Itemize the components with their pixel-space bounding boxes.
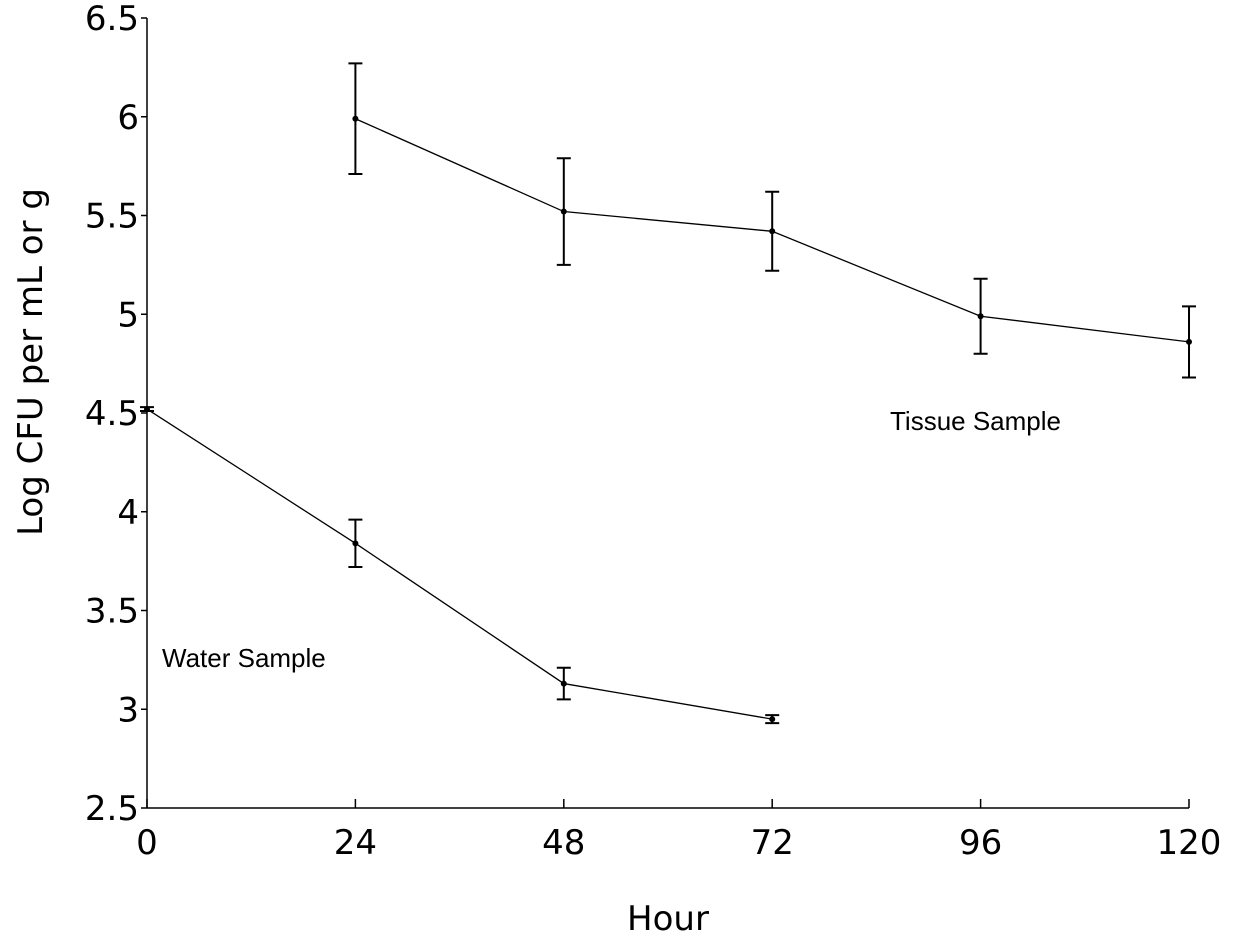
y-tick-label: 2.5 xyxy=(85,789,139,829)
y-tick-label: 5.5 xyxy=(85,197,139,237)
series-annotation: Water Sample xyxy=(162,643,326,673)
series-annotation: Tissue Sample xyxy=(890,406,1061,436)
y-tick-label: 6 xyxy=(117,98,139,138)
y-tick-label: 3 xyxy=(117,690,139,730)
x-tick-label: 120 xyxy=(1157,823,1222,863)
x-tick-label: 0 xyxy=(136,823,158,863)
data-point xyxy=(560,680,567,687)
data-point xyxy=(144,406,150,413)
y-tick-label: 3.5 xyxy=(85,592,139,632)
y-axis-title: Log CFU per mL or g xyxy=(11,188,51,536)
y-tick-label: 4.5 xyxy=(85,394,139,434)
data-point xyxy=(1186,338,1192,345)
x-tick-label: 72 xyxy=(751,823,794,863)
data-point xyxy=(769,228,776,235)
x-tick-label: 48 xyxy=(542,823,585,863)
y-tick-label: 6.5 xyxy=(85,0,139,39)
y-tick-label: 5 xyxy=(117,295,139,335)
data-point xyxy=(769,716,776,723)
x-axis-title: Hour xyxy=(627,899,709,939)
y-tick-label: 4 xyxy=(117,493,139,533)
series-line xyxy=(146,408,773,720)
data-point xyxy=(977,313,984,320)
x-tick-label: 96 xyxy=(959,823,1002,863)
data-point xyxy=(352,540,359,547)
data-point xyxy=(352,115,359,122)
x-tick-label: 24 xyxy=(334,823,377,863)
data-point xyxy=(560,208,567,215)
